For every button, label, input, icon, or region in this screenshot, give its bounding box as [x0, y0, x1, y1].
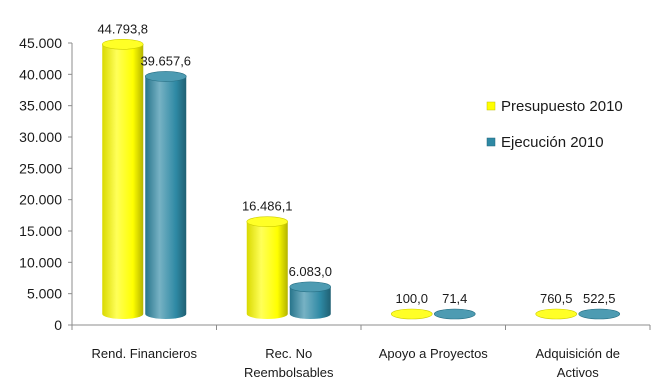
category-labels: Rend. Financieros Rec. No Reembolsables Apo…: [92, 346, 621, 379]
y-tick-label: 0: [54, 317, 62, 333]
bar: [535, 308, 578, 320]
bar-top: [535, 308, 578, 320]
bars: [101, 38, 621, 320]
y-tick-label: 30.000: [19, 129, 62, 145]
x-category-label: Rec. No Reembolsables: [244, 346, 334, 379]
data-label: 16.486,1: [242, 199, 293, 214]
bar: [144, 71, 187, 319]
bar: [246, 216, 289, 319]
y-tick-label: 15.000: [19, 223, 62, 239]
bar: [390, 308, 433, 320]
bar: [433, 308, 476, 320]
bar-top: [246, 216, 289, 227]
y-tick-label: 10.000: [19, 254, 62, 270]
legend-label: Presupuesto 2010: [501, 98, 623, 115]
bar-top: [433, 308, 476, 320]
data-labels: 44.793,8 39.657,6 16.486,1 6.083,0 100,0 71,4…: [97, 21, 615, 306]
legend-entry: Ejecución 2010: [486, 134, 604, 151]
data-label: 71,4: [442, 291, 467, 306]
data-label: 100,0: [395, 291, 428, 306]
legend-swatch: [486, 137, 496, 147]
bar-body: [102, 44, 144, 319]
y-tick-label: 5.000: [27, 286, 62, 302]
bar-body: [289, 286, 331, 319]
data-label: 39.657,6: [140, 53, 191, 68]
legend-entry: Presupuesto 2010: [486, 98, 623, 115]
data-label: 6.083,0: [289, 264, 332, 279]
bar: [101, 38, 144, 319]
legend: Presupuesto 2010 Ejecución 2010: [486, 98, 623, 151]
bar: [289, 281, 332, 319]
y-tick-label: 40.000: [19, 66, 62, 82]
bar-body: [145, 76, 187, 319]
x-category-label: Apoyo a Proyectos: [379, 346, 489, 361]
data-label: 522,5: [583, 291, 616, 306]
bar-top: [101, 38, 144, 50]
bar-top: [578, 308, 621, 320]
bar-top: [144, 71, 187, 82]
bar-top: [289, 281, 332, 293]
x-category-label: Rend. Financieros: [92, 346, 198, 361]
bar-top: [390, 308, 433, 320]
y-tick-label: 45.000: [19, 35, 62, 51]
legend-swatch: [486, 101, 496, 111]
data-label: 44.793,8: [97, 21, 148, 36]
y-tick-label: 20.000: [19, 192, 62, 208]
bar-body: [246, 221, 288, 319]
data-label: 760,5: [540, 291, 573, 306]
y-tick-label: 35.000: [19, 98, 62, 114]
axes: 0 5.000 10.000 15.000 20.000 25.000 30.000 35.0…: [19, 35, 651, 333]
x-category-label: Adquisición de Activos: [535, 346, 620, 379]
bar: [578, 308, 621, 320]
y-tick-label: 25.000: [19, 160, 62, 176]
legend-label: Ejecución 2010: [501, 134, 604, 151]
